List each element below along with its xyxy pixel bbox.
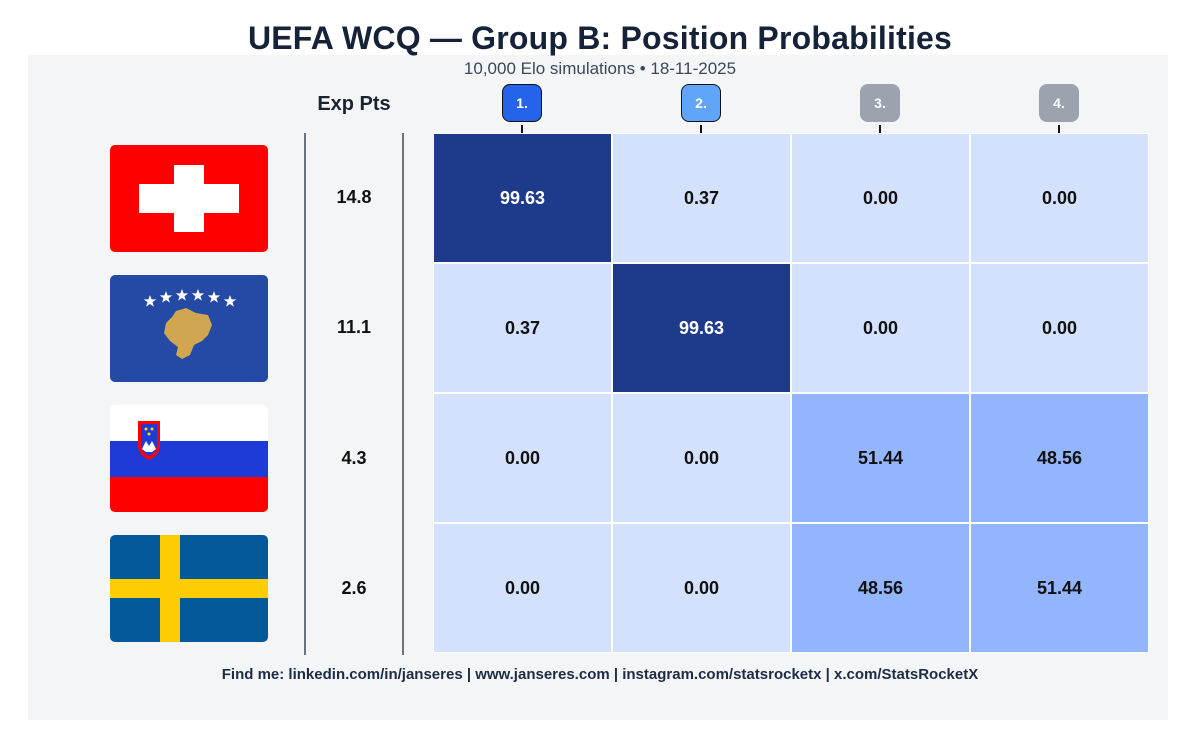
position-badge-1: 1. xyxy=(502,84,542,122)
exp-pts-kosovo: 11.1 xyxy=(336,317,372,337)
heatmap-cell: 99.63 xyxy=(433,133,612,263)
footer-credits: Find me: linkedin.com/in/janseres | www.… xyxy=(221,666,979,683)
switzerland-flag xyxy=(110,145,268,252)
position-tick-1 xyxy=(521,125,523,134)
heatmap-cell: 51.44 xyxy=(791,393,970,523)
heatmap-cell: 0.00 xyxy=(970,133,1149,263)
heatmap-cell: 51.44 xyxy=(970,523,1149,653)
heatmap-cell: 0.00 xyxy=(612,393,791,523)
heatmap-cell: 99.63 xyxy=(612,263,791,393)
kosovo-flag xyxy=(110,275,268,382)
heatmap-cell: 0.00 xyxy=(433,523,612,653)
position-badge-4: 4. xyxy=(1039,84,1079,122)
exp-pts-header: Exp Pts xyxy=(317,93,391,115)
probability-heatmap: 99.63 0.37 0.00 0.00 0.37 99.63 0.00 0.00 0.00 0.… xyxy=(433,133,1149,653)
position-badge-3: 3. xyxy=(860,84,900,122)
heatmap-cell: 0.00 xyxy=(612,523,791,653)
heatmap-cell: 0.37 xyxy=(612,133,791,263)
heatmap-cell: 48.56 xyxy=(970,393,1149,523)
heatmap-cell: 0.00 xyxy=(791,133,970,263)
heatmap-cell: 0.00 xyxy=(791,263,970,393)
exp-column-left-divider xyxy=(304,133,306,655)
heatmap-cell: 0.00 xyxy=(970,263,1149,393)
heatmap-cell: 48.56 xyxy=(791,523,970,653)
position-tick-3 xyxy=(879,125,881,134)
sweden-flag xyxy=(110,535,268,642)
exp-column-right-divider xyxy=(402,133,404,655)
chart-subtitle: 10,000 Elo simulations • 18-11-2025 xyxy=(463,59,737,78)
position-tick-2 xyxy=(700,125,702,134)
chart-title: UEFA WCQ — Group B: Position Probabiliti… xyxy=(247,20,953,56)
heatmap-cell: 0.37 xyxy=(433,263,612,393)
slovenia-flag xyxy=(110,405,268,512)
heatmap-cell: 0.00 xyxy=(433,393,612,523)
position-tick-4 xyxy=(1058,125,1060,134)
exp-pts-sweden: 2.6 xyxy=(341,578,367,598)
exp-pts-slovenia: 4.3 xyxy=(341,448,367,468)
exp-pts-switzerland: 14.8 xyxy=(336,187,372,207)
position-badge-2: 2. xyxy=(681,84,721,122)
